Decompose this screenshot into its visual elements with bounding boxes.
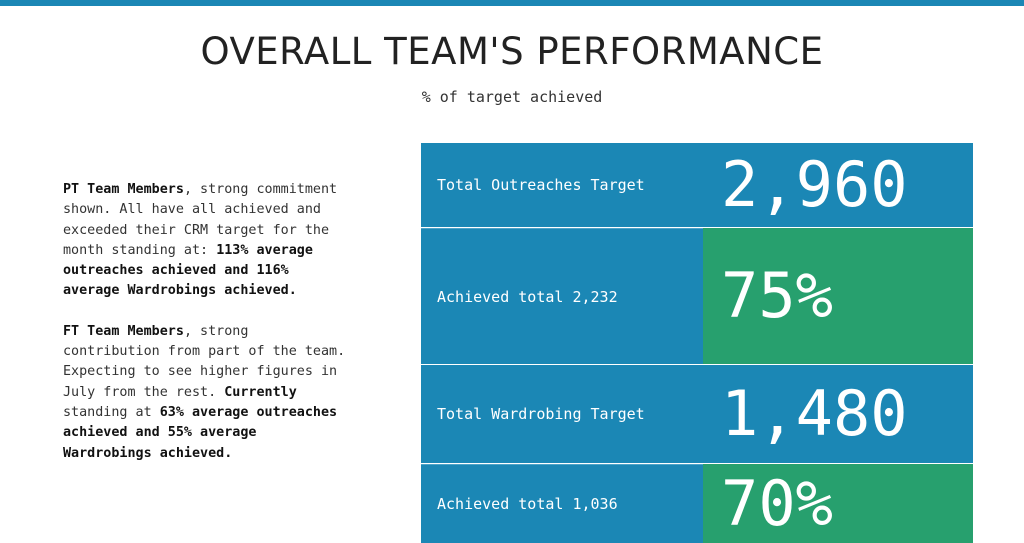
stat-label: Total Wardrobing Target — [421, 365, 703, 463]
stat-value: 1,480 — [703, 365, 973, 463]
page-subtitle: % of target achieved — [421, 88, 603, 106]
ft-text: , strong contribution from part of the t… — [63, 323, 346, 400]
pt-text: , strong commitment shown. All have all … — [63, 182, 338, 258]
stat-value: 2,960 — [703, 143, 973, 227]
pt-highlight: 113% average outreaches achieved and 116… — [63, 242, 313, 299]
summary-text: PT Team Members, strong commitment shown… — [63, 180, 353, 464]
stat-value: 75% — [703, 228, 973, 364]
stat-label: Total Outreaches Target — [421, 143, 703, 227]
stat-value: 70% — [703, 464, 973, 543]
ft-lead: FT Team Members — [63, 323, 184, 339]
ft-text-2: standing at — [63, 404, 160, 420]
pt-lead: PT Team Members — [63, 182, 184, 197]
stat-row-wardrobing-achieved: Achieved total 1,036 70% — [421, 464, 973, 543]
stat-row-outreaches-achieved: Achieved total 2,232 75% — [421, 228, 973, 364]
top-accent-bar — [0, 0, 1024, 6]
stats-grid: Total Outreaches Target 2,960 Achieved t… — [421, 143, 973, 543]
ft-highlight: 63% average outreaches achieved and 55% … — [63, 404, 338, 461]
stat-row-wardrobing-target: Total Wardrobing Target 1,480 — [421, 365, 973, 463]
page-title: OVERALL TEAM'S PERFORMANCE — [200, 30, 824, 73]
pt-summary: PT Team Members, strong commitment shown… — [63, 180, 353, 302]
stat-row-outreaches-target: Total Outreaches Target 2,960 — [421, 143, 973, 227]
stat-label: Achieved total 2,232 — [421, 228, 703, 364]
ft-summary: FT Team Members, strong contribution fro… — [63, 322, 353, 464]
ft-lead-2: Currently — [224, 384, 297, 400]
stat-label: Achieved total 1,036 — [421, 464, 703, 543]
